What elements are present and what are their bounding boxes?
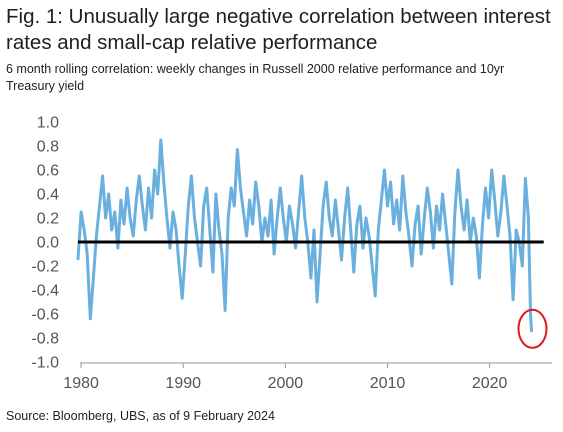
x-tick-label: 2010 (370, 375, 406, 392)
y-tick-label: -0.6 (31, 307, 59, 324)
y-tick-label: -0.2 (31, 259, 59, 276)
y-tick-label: -0.8 (31, 331, 59, 348)
y-tick-label: 0.2 (37, 211, 59, 228)
y-tick-label: 0.4 (37, 187, 59, 204)
y-tick-label: 0.8 (37, 139, 59, 156)
chart-title: Fig. 1: Unusually large negative correla… (6, 5, 551, 54)
y-tick-label: 0.0 (37, 235, 59, 252)
x-tick-label: 2000 (268, 375, 304, 392)
y-tick-label: -1.0 (31, 355, 59, 372)
highlight-circle (517, 308, 548, 349)
correlation-series-line (76, 138, 533, 333)
y-tick-label: 1.0 (37, 115, 59, 132)
x-tick-label: 1980 (63, 375, 99, 392)
x-tick-label: 2020 (472, 375, 508, 392)
chart-subtitle: 6 month rolling correlation: weekly chan… (6, 62, 505, 93)
y-tick-label: -0.4 (31, 283, 59, 300)
x-tick-label: 1990 (165, 375, 201, 392)
y-tick-label: 0.6 (37, 163, 59, 180)
source-note: Source: Bloomberg, UBS, as of 9 February… (6, 409, 275, 423)
x-axis-ticks: 1980 1990 2000 2010 2020 (63, 363, 508, 392)
y-axis-ticks: 1.0 0.8 0.6 0.4 0.2 0.0 -0.2 -0.4 -0.6 -0.8 -1.0 (31, 115, 59, 372)
